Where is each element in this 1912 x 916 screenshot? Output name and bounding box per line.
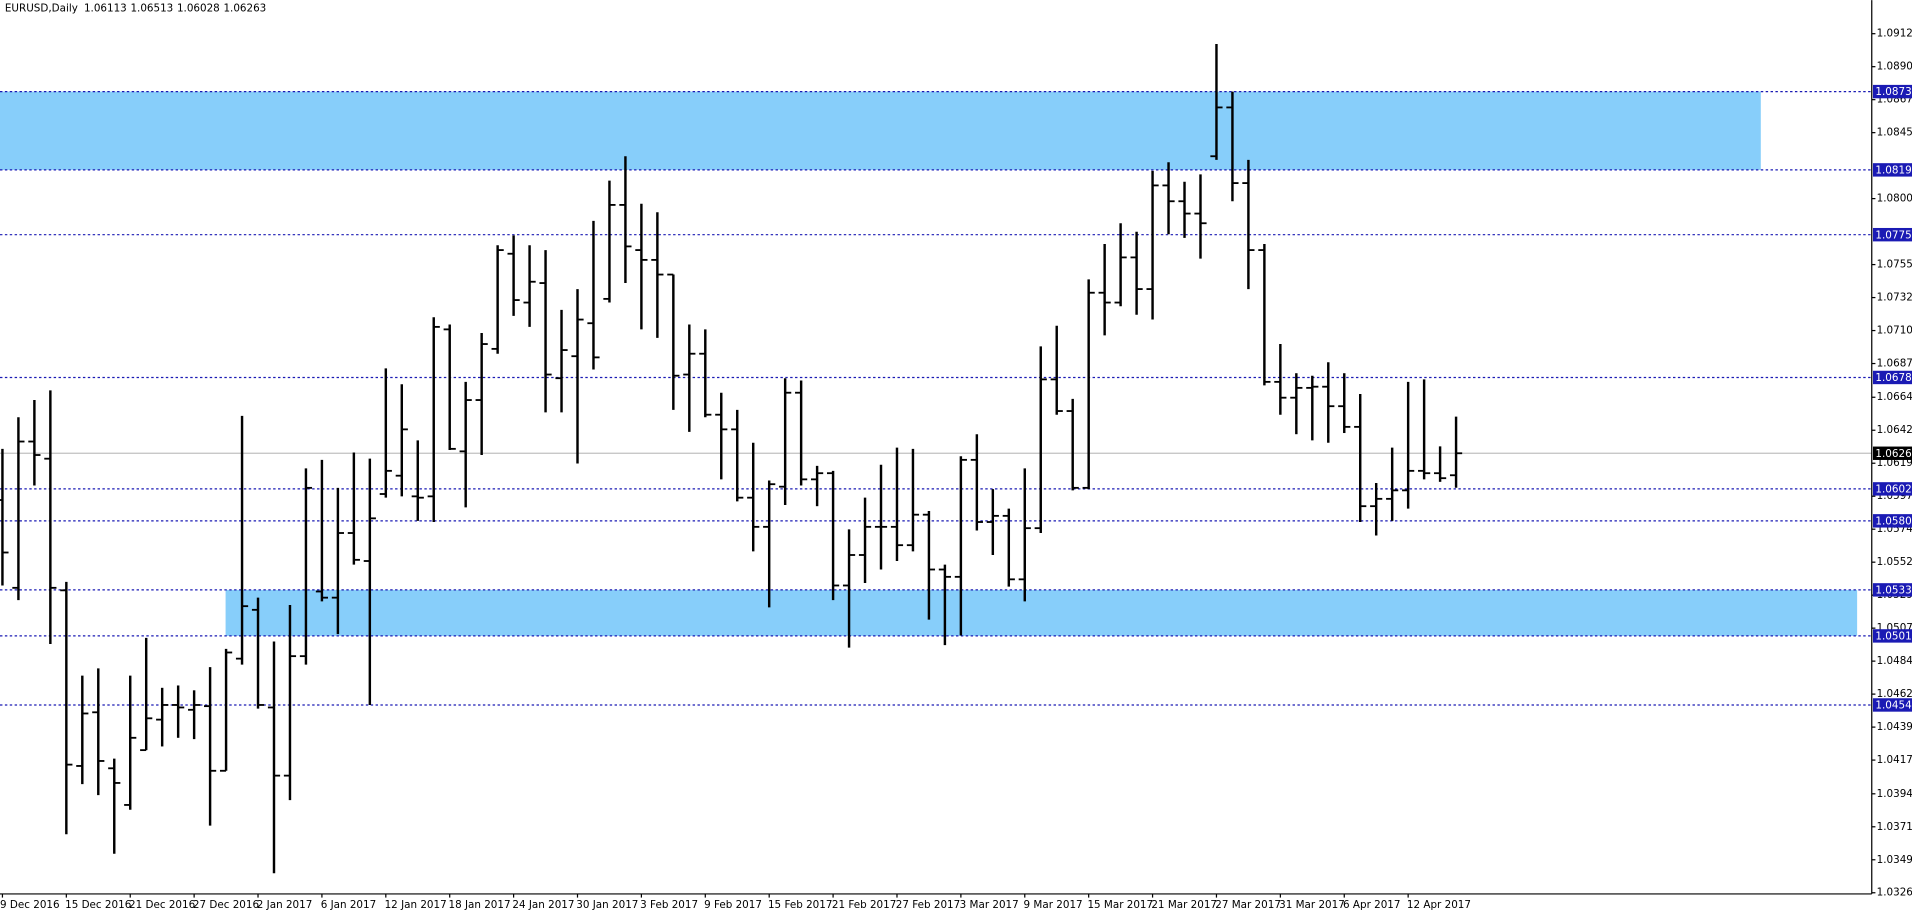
open: 1.06113 (84, 3, 127, 15)
close: 1.06263 (223, 3, 266, 15)
y-tick-label: 1.07550 (1877, 259, 1912, 271)
x-tick-label: 21 Dec 2016 (129, 899, 195, 911)
x-tick-label: 21 Mar 2017 (1151, 899, 1217, 911)
y-tick-label: 1.07325 (1877, 292, 1912, 304)
x-tick-label: 3 Mar 2017 (960, 899, 1019, 911)
level-label: 1.07754 (1875, 229, 1912, 241)
x-tick-label: 6 Jan 2017 (321, 899, 377, 911)
x-tick-label: 15 Mar 2017 (1087, 899, 1153, 911)
y-tick-label: 1.04395 (1877, 721, 1912, 733)
x-tick-label: 27 Feb 2017 (896, 899, 960, 911)
x-tick-label: 27 Mar 2017 (1215, 899, 1281, 911)
level-label: 1.06020 (1875, 483, 1912, 495)
x-tick-label: 9 Feb 2017 (704, 899, 762, 911)
y-tick-label: 1.03715 (1877, 821, 1912, 833)
zone (0, 91, 1761, 170)
level-label: 1.05017 (1875, 631, 1912, 643)
y-tick-label: 1.08450 (1877, 127, 1912, 139)
high: 1.06513 (130, 3, 173, 15)
x-tick-label: 15 Dec 2016 (65, 899, 131, 911)
level-label: 1.08196 (1875, 164, 1912, 176)
level-label: 1.06780 (1875, 372, 1912, 384)
y-tick-label: 1.05520 (1877, 556, 1912, 568)
level-label-box (1872, 163, 1912, 177)
x-tick-label: 27 Dec 2016 (193, 899, 259, 911)
y-tick-label: 1.07100 (1877, 325, 1912, 337)
x-tick-label: 18 Jan 2017 (448, 899, 510, 911)
header: EURUSD,Daily 1.06113 1.06513 1.06028 1.06263 (5, 3, 266, 15)
level-label-box (1872, 370, 1912, 385)
x-tick-label: 9 Mar 2017 (1024, 899, 1083, 911)
levels (0, 90, 1872, 706)
x-tick-label: 12 Jan 2017 (385, 899, 447, 911)
y-tick-label: 1.06645 (1877, 391, 1912, 403)
x-tick-label: 9 Dec 2016 (0, 899, 60, 911)
level-label-box (1872, 482, 1912, 496)
price-label: 1.06263 (1875, 448, 1912, 460)
x-tick-label: 30 Jan 2017 (576, 899, 638, 911)
y-tick-label: 1.04620 (1877, 688, 1912, 700)
x-tick-label: 21 Feb 2017 (832, 899, 896, 911)
y-tick-label: 1.08900 (1877, 61, 1912, 73)
level-label-box (1872, 629, 1912, 643)
x-tick-label: 12 Apr 2017 (1407, 899, 1471, 911)
level-label-box (1872, 514, 1912, 528)
level-label: 1.04546 (1875, 700, 1912, 712)
y-tick-label: 1.08000 (1877, 193, 1912, 205)
x-tick-label: 15 Feb 2017 (768, 899, 832, 911)
y-tick-label: 1.06195 (1877, 457, 1912, 469)
x-tick-label: 6 Apr 2017 (1343, 899, 1400, 911)
bars (0, 43, 1463, 874)
y-tick-label: 1.04845 (1877, 655, 1912, 667)
y-tick-label: 1.09125 (1877, 28, 1912, 40)
level-label-box (1872, 583, 1912, 597)
x-tick-label: 24 Jan 2017 (512, 899, 574, 911)
symbol: EURUSD,Daily (5, 3, 78, 15)
y-tick-label: 1.03940 (1877, 788, 1912, 800)
y-tick-label: 1.03490 (1877, 854, 1912, 866)
level-label: 1.08730 (1875, 86, 1912, 98)
x-tick-label: 31 Mar 2017 (1279, 899, 1345, 911)
x-tick-label: 2 Jan 2017 (257, 899, 313, 911)
y-tick-label: 1.06420 (1877, 424, 1912, 436)
y-tick-label: 1.03265 (1877, 887, 1912, 899)
low: 1.06028 (177, 3, 220, 15)
zone (225, 589, 1858, 636)
zones (0, 91, 1858, 636)
axis-labels: 1.091251.089001.086751.084501.080001.075… (0, 28, 1912, 911)
y-tick-label: 1.04170 (1877, 754, 1912, 766)
level-label-box (1872, 698, 1912, 712)
level-label-box (1872, 227, 1912, 242)
x-tick-label: 3 Feb 2017 (640, 899, 698, 911)
level-label-box (1872, 84, 1912, 99)
y-tick-label: 1.06875 (1877, 358, 1912, 370)
level-label: 1.05802 (1875, 515, 1912, 527)
price-label-box (1872, 446, 1912, 460)
